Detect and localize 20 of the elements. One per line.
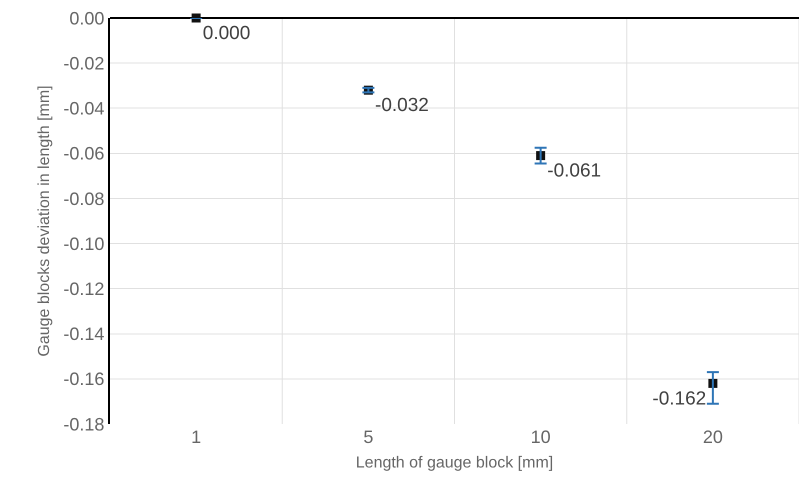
y-tick-label: 0.00 [69,8,104,28]
x-tick-label: 10 [530,427,551,447]
data-label: -0.061 [547,160,602,182]
y-tick-label: -0.14 [63,324,104,344]
data-label: -0.162 [652,388,706,410]
x-axis-title: Length of gauge block [mm] [356,454,554,472]
y-tick-label: -0.02 [63,53,104,74]
x-tick-label: 20 [702,427,723,447]
data-label: 0.000 [202,22,250,44]
y-tick-label: -0.12 [63,278,104,299]
y-tick-label: -0.16 [63,369,104,390]
data-label: -0.032 [375,95,429,116]
x-tick-label: 5 [363,427,374,447]
y-tick-label: -0.08 [63,188,104,209]
y-tick-label: -0.04 [63,98,104,119]
y-tick-label: -0.10 [63,234,104,254]
y-tick-label: -0.06 [63,144,104,164]
y-axis-title: Gauge blocks deviation in length [mm] [36,85,53,357]
x-tick-label: 1 [191,427,202,447]
y-tick-label: -0.18 [63,414,104,434]
